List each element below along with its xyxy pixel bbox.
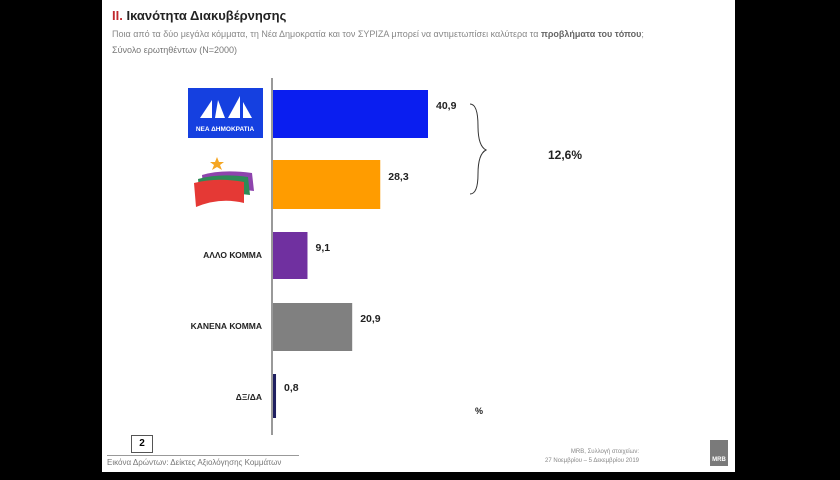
category-label: ΑΛΛΟ ΚΟΜΜΑ — [203, 250, 262, 260]
page-number: 2 — [131, 435, 153, 453]
footer-divider — [107, 455, 299, 456]
source-note: MRB, Συλλογή στοιχείων: 27 Νοεμβρίου – 5 … — [545, 449, 639, 464]
category-label: ΚΑΝΕΝΑ ΚΟΜΜΑ — [190, 321, 262, 331]
bar-chart — [271, 78, 488, 435]
slide: II. Ικανότητα Διακυβέρνησης Ποια από τα … — [102, 0, 735, 472]
difference-annotation: 12,6% — [548, 148, 583, 162]
value-label: 28,3 — [388, 170, 409, 183]
syriza-logo — [192, 155, 258, 210]
mrb-logo: MRB — [710, 440, 728, 466]
bar — [273, 303, 353, 351]
bar — [273, 232, 308, 279]
value-label: 9,1 — [315, 241, 331, 254]
brace — [469, 103, 488, 195]
value-label: 40,9 — [436, 100, 457, 112]
nd-logo: ΝΕΑ ΔΗΜΟΚΡΑΤΙΑ — [188, 88, 263, 138]
footer-caption: Εικόνα Δρώντων: Δείκτες Αξιολόγησης Κομμ… — [107, 458, 282, 467]
value-label: 20,9 — [360, 313, 381, 325]
question-text: Ποια από τα δύο μεγάλα κόμματα, τη Νέα Δ… — [112, 29, 644, 39]
sample-size: Σύνολο ερωτηθέντων (N=2000) — [112, 45, 238, 55]
bar — [273, 160, 381, 209]
category-label: ΔΞ/ΔΑ — [235, 392, 262, 402]
unit-label: % — [475, 406, 484, 416]
svg-text:ΝΕΑ ΔΗΜΟΚΡΑΤΙΑ: ΝΕΑ ΔΗΜΟΚΡΑΤΙΑ — [196, 126, 255, 133]
value-label: 0,8 — [284, 382, 299, 394]
page-title: II. Ικανότητα Διακυβέρνησης — [112, 8, 287, 23]
bar — [273, 374, 277, 418]
bar — [273, 90, 428, 138]
